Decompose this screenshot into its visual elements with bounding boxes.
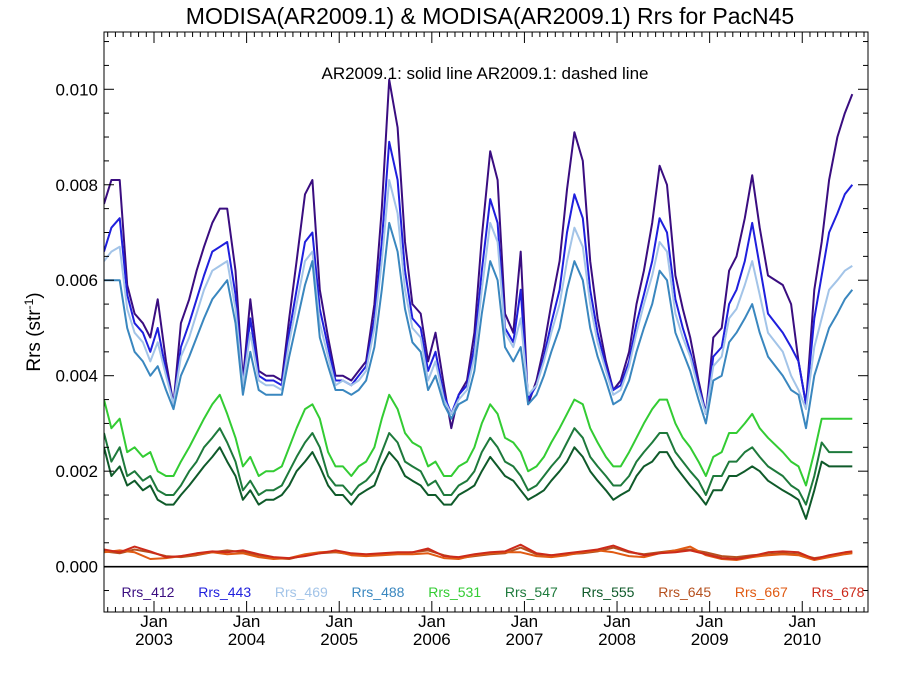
y-tick-label: 0.008	[55, 176, 98, 195]
series-Rrs_443	[104, 140, 854, 415]
series-Rrs_678	[104, 543, 853, 560]
x-tick-label-year: 2003	[135, 630, 173, 649]
legend-item: Rrs_443	[198, 584, 251, 600]
plot-area	[104, 78, 868, 568]
y-axis-label-close: )	[24, 292, 45, 298]
legend-item: Rrs_531	[428, 584, 481, 600]
chart-title: MODISA(AR2009.1) & MODISA(AR2009.1) Rrs …	[186, 3, 794, 29]
series-Rrs_555	[104, 446, 853, 520]
x-tick-label-year: 2008	[598, 630, 636, 649]
legend: Rrs_412 Rrs_443 Rrs_469 Rrs_488 Rrs_531 Rrs_5…	[122, 584, 865, 600]
legend-item: Rrs_412	[122, 584, 175, 600]
x-tick-label-month: Jan	[326, 612, 353, 631]
x-tick-label-year: 2010	[783, 630, 821, 649]
y-axis-label-main: Rrs (str	[24, 309, 45, 372]
y-tick-label: 0.006	[55, 271, 98, 290]
legend-item: Rrs_555	[582, 584, 635, 600]
axes: 0.0000.0020.0040.0060.0080.010Jan2003Jan…	[55, 31, 869, 649]
x-tick-label-month: Jan	[789, 612, 816, 631]
series-Rrs_412	[104, 78, 854, 430]
x-tick-label-month: Jan	[603, 612, 630, 631]
series-Rrs_469	[104, 179, 853, 415]
x-tick-label-month: Jan	[233, 612, 260, 631]
series-Rrs_547	[104, 427, 853, 506]
x-tick-label-month: Jan	[140, 612, 167, 631]
y-axis-label-sup: -1	[22, 298, 36, 309]
series-Rrs_488	[104, 221, 854, 430]
legend-item: Rrs_547	[505, 584, 558, 600]
x-tick-label-year: 2009	[691, 630, 729, 649]
legend-item: Rrs_469	[275, 584, 328, 600]
x-tick-label-year: 2004	[228, 630, 266, 649]
y-tick-label: 0.010	[55, 80, 98, 99]
y-tick-label: 0.002	[55, 462, 98, 481]
y-axis-label: Rrs (str-1)	[22, 292, 45, 371]
x-tick-label-month: Jan	[418, 612, 445, 631]
chart-annotation: AR2009.1: solid line AR2009.1: dashed li…	[321, 64, 648, 83]
series-Rrs_531	[104, 393, 853, 487]
plot-frame	[103, 31, 869, 613]
x-tick-label-month: Jan	[511, 612, 538, 631]
legend-item: Rrs_645	[658, 584, 711, 600]
x-tick-label-year: 2007	[506, 630, 544, 649]
legend-item: Rrs_488	[352, 584, 405, 600]
x-tick-label-year: 2006	[413, 630, 451, 649]
legend-item: Rrs_678	[812, 584, 865, 600]
legend-item: Rrs_667	[735, 584, 788, 600]
x-tick-label-year: 2005	[320, 630, 358, 649]
y-tick-label: 0.004	[55, 367, 98, 386]
x-tick-label-month: Jan	[696, 612, 723, 631]
y-tick-label: 0.000	[55, 558, 98, 577]
